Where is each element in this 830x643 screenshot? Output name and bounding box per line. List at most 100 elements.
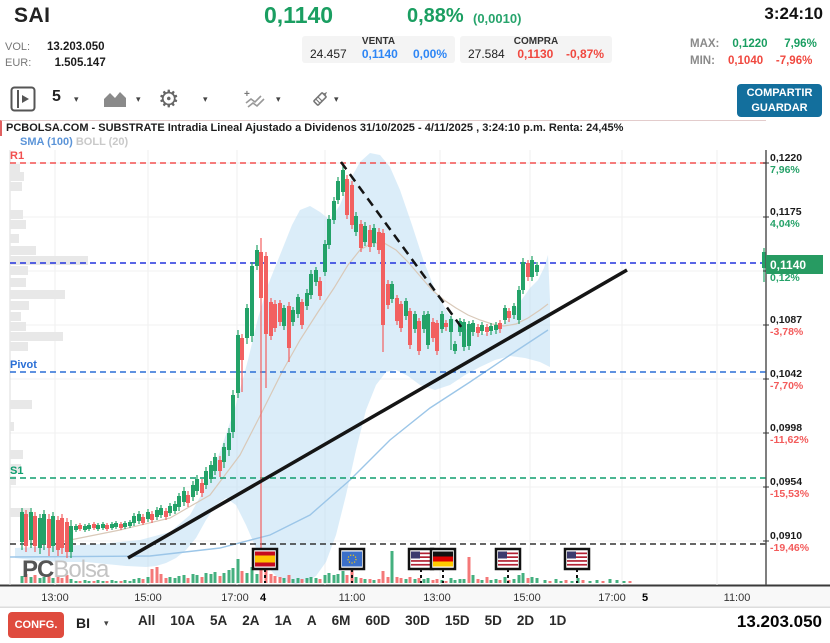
interval-value[interactable]: 5 [52, 88, 61, 105]
vol-value: 13.203.050 [46, 41, 105, 53]
max-row: MAX: 0,1220 7,96% [690, 38, 817, 50]
max-label: MAX: [690, 38, 720, 50]
interval-group-caret-icon[interactable]: ▾ [104, 618, 109, 628]
event-flag-es-icon[interactable] [251, 547, 279, 571]
svg-text:4: 4 [260, 592, 267, 604]
svg-text:0,0910: 0,0910 [770, 530, 802, 542]
event-flag-eu-icon[interactable] [338, 547, 366, 571]
max-price: 0,1220 [732, 38, 768, 50]
range-button-60d[interactable]: 60D [365, 613, 391, 628]
range-button-all[interactable]: All [138, 613, 156, 628]
range-buttons: All 10A 5A 2A 1A A 6M 60D 30D 15D 5D 2D 1D [138, 613, 566, 628]
svg-text:13:00: 13:00 [423, 592, 451, 604]
session-volume-total: 13.203.050 [736, 612, 822, 631]
range-button-10a[interactable]: 10A [170, 613, 196, 628]
interval-group-label[interactable]: BI [76, 615, 90, 631]
price-chart[interactable]: R1 Pivot S1 0,12207,96%0,11754,04%0,11310,1… [0, 148, 830, 607]
level-lines: R1 Pivot S1 [10, 150, 766, 545]
range-button-5d[interactable]: 5D [484, 613, 502, 628]
svg-text:-19,46%: -19,46% [770, 542, 810, 554]
settings-caret-icon[interactable]: ▾ [203, 94, 208, 104]
chart-type-caret-icon[interactable]: ▾ [136, 94, 141, 104]
compra-qty: 27.584 [468, 47, 505, 61]
range-button-a[interactable]: A [306, 613, 317, 628]
draw-tools-icon[interactable] [308, 88, 332, 115]
change-absolute: (0,0010) [473, 11, 522, 26]
svg-text:+: + [244, 89, 250, 100]
eur-value: 1.505.147 [54, 57, 106, 69]
current-price-badge: 0,1140 [766, 255, 823, 274]
svg-text:0,12%: 0,12% [770, 272, 800, 284]
draw-tools-caret-icon[interactable]: ▾ [334, 94, 339, 104]
candles [20, 163, 766, 558]
event-flag-us-icon[interactable] [494, 547, 522, 571]
range-button-6m[interactable]: 6M [331, 613, 351, 628]
svg-text:0,0954: 0,0954 [770, 476, 802, 488]
chart-legend[interactable]: SMA (100) BOLL (20) [20, 136, 128, 148]
svg-text:5: 5 [642, 592, 648, 604]
event-flag-us-icon[interactable] [407, 547, 435, 571]
share-label: COMPARTIR [746, 87, 813, 99]
min-row: MIN: 0,1040 -7,96% [690, 55, 812, 67]
save-label: GUARDAR [751, 102, 808, 114]
venta-title: VENTA [361, 36, 396, 47]
max-pct: 7,96% [784, 38, 817, 50]
event-flags[interactable] [251, 547, 591, 583]
range-button-2d[interactable]: 2D [516, 613, 535, 628]
svg-text:S1: S1 [10, 465, 23, 477]
trendlines[interactable] [127, 161, 628, 560]
svg-text:0,0998: 0,0998 [770, 422, 802, 434]
add-indicator-icon[interactable]: + [243, 88, 269, 115]
min-label: MIN: [690, 55, 715, 67]
svg-text:R1: R1 [10, 150, 24, 162]
range-button-2a[interactable]: 2A [242, 613, 260, 628]
ticker-symbol: SAI [14, 4, 51, 27]
chart-type-icon[interactable] [103, 90, 127, 113]
compra-title: COMPRA [513, 36, 559, 47]
legend-boll[interactable]: BOLL (20) [75, 136, 129, 148]
venta-quote-box: VENTA 24.457 0,1140 0,00% [302, 36, 455, 63]
svg-text:0,1140: 0,1140 [770, 258, 806, 272]
range-button-1a[interactable]: 1A [274, 613, 292, 628]
event-flag-de-icon[interactable] [429, 547, 457, 571]
range-button-1d[interactable]: 1D [549, 613, 567, 628]
range-button-5a[interactable]: 5A [210, 613, 228, 628]
price-axis[interactable]: 0,12207,96%0,11754,04%0,11310,12%0,1087-… [763, 150, 823, 585]
svg-text:11:00: 11:00 [724, 592, 751, 604]
interval-caret-icon[interactable]: ▾ [74, 94, 79, 104]
svg-text:-15,53%: -15,53% [770, 488, 810, 500]
add-indicator-caret-icon[interactable]: ▾ [276, 94, 281, 104]
event-flag-us-icon[interactable] [563, 547, 591, 571]
last-price: 0,1140 [264, 2, 334, 28]
panel-toggle-icon[interactable] [10, 86, 36, 117]
svg-text:17:00: 17:00 [598, 592, 626, 604]
compra-quote-box: COMPRA 27.584 0,1130 -0,87% [460, 36, 612, 63]
svg-text:17:00: 17:00 [221, 592, 249, 604]
venta-qty: 24.457 [310, 47, 347, 61]
volume-stat: VOL: 13.203.050 [5, 37, 105, 55]
min-price: 0,1040 [727, 55, 764, 67]
sma-line [9, 329, 549, 558]
settings-gear-icon[interactable]: ⚙ [158, 86, 180, 113]
svg-text:Pivot: Pivot [10, 359, 37, 371]
range-button-30d[interactable]: 30D [405, 613, 430, 628]
share-save-button[interactable]: COMPARTIR GUARDAR [737, 84, 822, 117]
min-pct: -7,96% [775, 55, 813, 67]
compra-pct: -0,87% [565, 47, 604, 61]
svg-text:11:00: 11:00 [339, 592, 366, 604]
volume-bars [20, 551, 632, 583]
range-button-15d[interactable]: 15D [444, 613, 470, 628]
svg-text:-11,62%: -11,62% [770, 434, 809, 446]
svg-text:4,04%: 4,04% [770, 218, 800, 230]
config-button[interactable]: CONFG. [8, 612, 64, 638]
legend-sma[interactable]: SMA (100) [20, 136, 73, 148]
svg-text:13:00: 13:00 [41, 592, 69, 604]
chart-title: PCBOLSA.COM - SUBSTRATE Intradia Lineal … [0, 120, 766, 136]
time-axis[interactable]: 13:00 15:00 17:00 4 11:00 13:00 15:00 17:00 5 11:… [41, 592, 750, 604]
compra-price: 0,1130 [517, 47, 554, 61]
svg-text:-3,78%: -3,78% [770, 326, 804, 338]
venta-price: 0,1140 [361, 47, 398, 61]
svg-text:0,1042: 0,1042 [770, 368, 802, 380]
svg-text:0,1175: 0,1175 [770, 206, 802, 218]
